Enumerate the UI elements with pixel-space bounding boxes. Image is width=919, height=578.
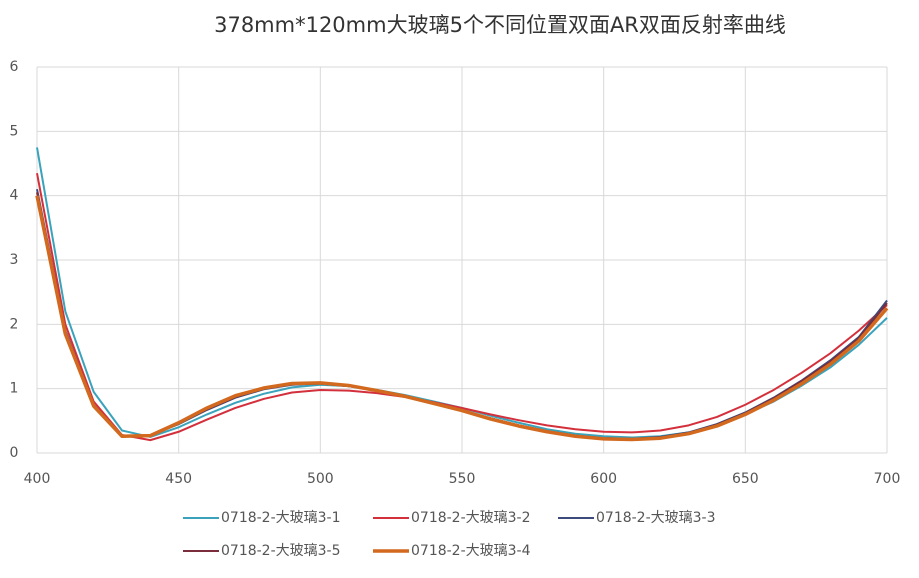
x-tick-label: 400 xyxy=(24,471,51,487)
legend-label: 0718-2-大玻璃3-4 xyxy=(411,542,531,559)
x-tick-label: 550 xyxy=(449,471,476,487)
x-tick-label: 600 xyxy=(590,471,617,487)
y-tick-label: 3 xyxy=(10,252,19,268)
legend-label: 0718-2-大玻璃3-2 xyxy=(411,509,531,526)
y-tick-label: 5 xyxy=(10,123,19,139)
y-tick-label: 1 xyxy=(10,381,19,397)
legend-label: 0718-2-大玻璃3-5 xyxy=(221,542,341,559)
series-line xyxy=(35,195,889,442)
y-tick-label: 0 xyxy=(10,445,19,461)
x-tick-label: 450 xyxy=(165,471,192,487)
x-tick-label: 700 xyxy=(874,471,901,487)
y-tick-label: 2 xyxy=(10,316,19,332)
series-line xyxy=(36,172,888,442)
chart-title: 378mm*120mm大玻璃5个不同位置双面AR双面反射率曲线 xyxy=(214,13,786,37)
x-tick-label: 650 xyxy=(732,471,759,487)
legend-label: 0718-2-大玻璃3-1 xyxy=(221,509,341,526)
legend-label: 0718-2-大玻璃3-3 xyxy=(596,509,716,526)
y-tick-label: 6 xyxy=(10,59,19,75)
y-tick-label: 4 xyxy=(10,188,19,204)
x-tick-label: 500 xyxy=(307,471,334,487)
